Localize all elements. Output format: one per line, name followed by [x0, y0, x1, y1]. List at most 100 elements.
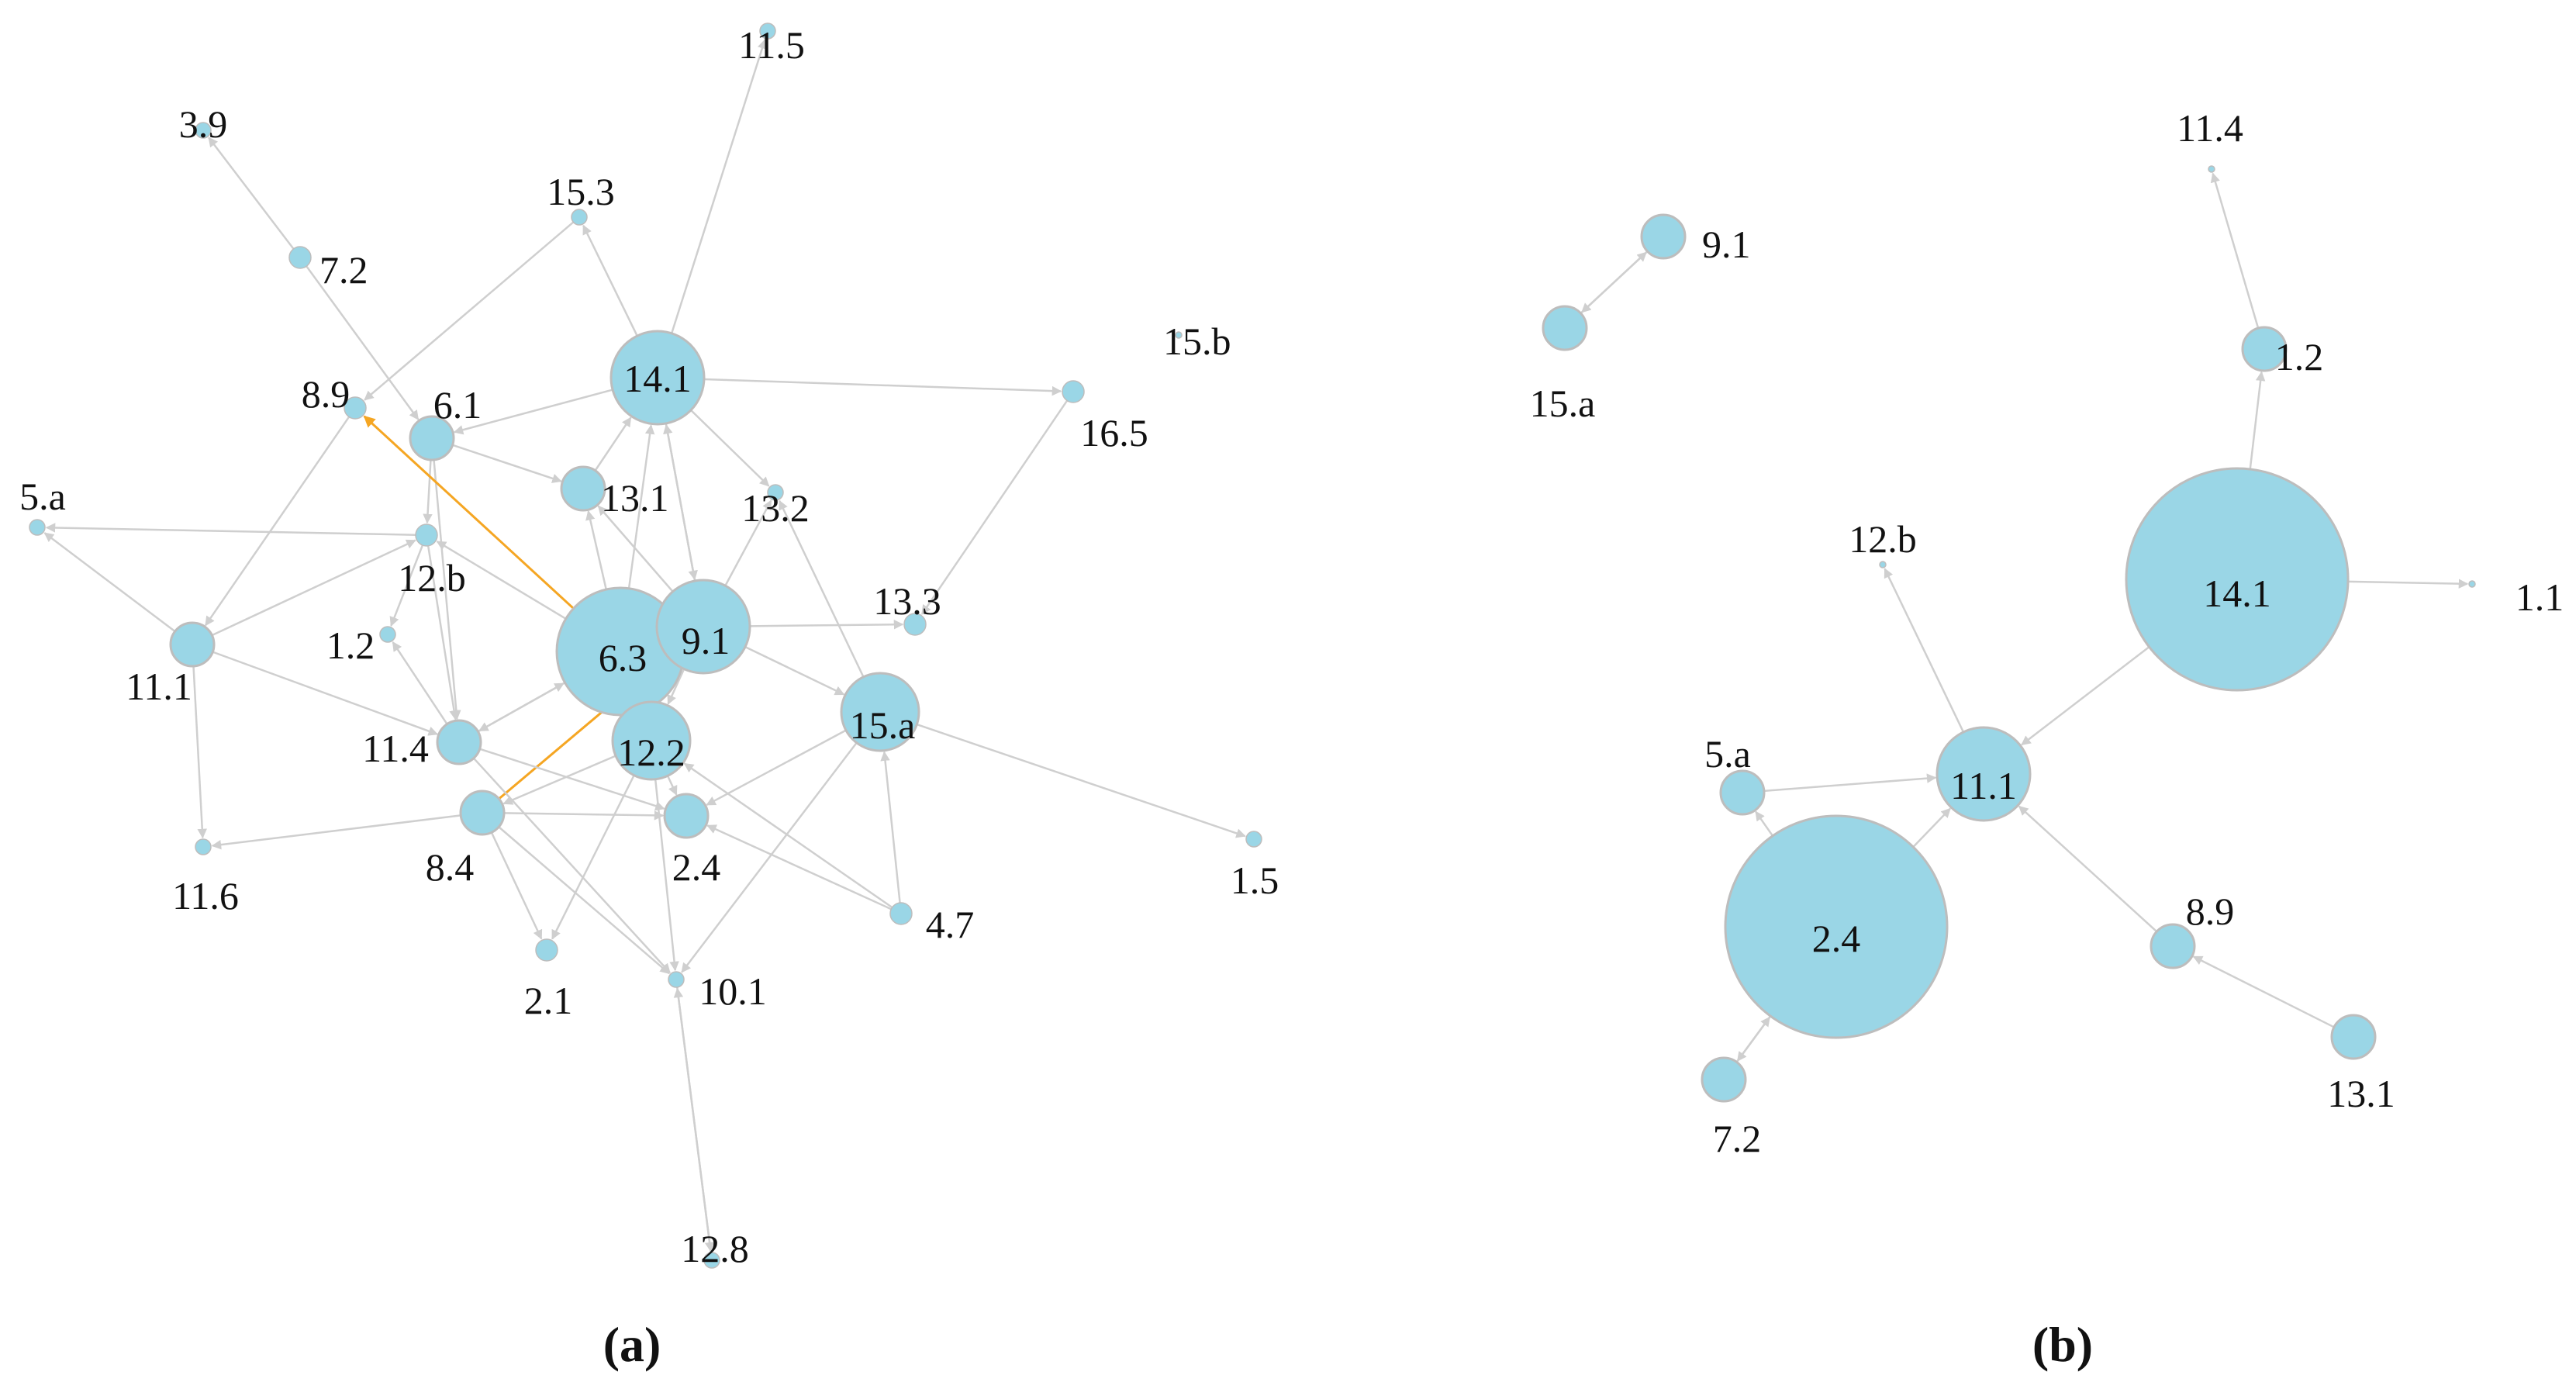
- node-label-b-2.4: 2.4: [1812, 917, 1861, 960]
- edge-a-15.a-to-2.4: [706, 729, 847, 806]
- captions-layer: (a) (b): [603, 1317, 2093, 1372]
- node-label-b-7.2: 7.2: [1713, 1117, 1762, 1160]
- node-label-a-5.a: 5.a: [19, 475, 66, 518]
- edge-a-4.7-to-12.2: [683, 762, 893, 909]
- edge-b-5.a-to-11.1: [1763, 773, 1937, 793]
- edge-a-6.3-to-14.1: [627, 424, 655, 589]
- node-b-8.9: [2150, 923, 2196, 969]
- edge-a-8.4-to-2.4: [503, 810, 665, 821]
- node-a-13.2: [767, 484, 784, 501]
- edge-a-9.1-to-15.a: [744, 645, 845, 696]
- node-a-11.1: [169, 621, 216, 668]
- edge-a-11.1-to-12.b: [211, 539, 416, 637]
- node-a-5.a: [29, 519, 46, 536]
- edge-a-12.2-to-8.4: [502, 755, 616, 805]
- edge-a-11.4-to-1.2: [392, 641, 448, 725]
- edge-b-11.1-to-12.b: [1884, 568, 1965, 733]
- node-a-8.4: [459, 790, 506, 836]
- edge-a-7.2-to-6.1: [306, 265, 420, 420]
- node-label-a-13.1: 13.1: [601, 476, 669, 520]
- node-a-15.b: [1175, 331, 1183, 339]
- node-label-a-6.3: 6.3: [599, 636, 647, 679]
- node-label-b-5.a: 5.a: [1704, 732, 1751, 776]
- node-a-4.7: [889, 902, 913, 925]
- node-label-a-6.1: 6.1: [433, 383, 482, 427]
- edge-a-11.1-to-11.4: [212, 651, 439, 736]
- node-b-2.4: [1724, 814, 1949, 1039]
- node-a-10.1: [668, 971, 685, 988]
- node-b-5.a: [1719, 769, 1766, 816]
- edge-a-8.4-to-11.6: [211, 814, 461, 850]
- node-a-13.1: [560, 465, 606, 512]
- edge-a-8.4-to-2.1: [490, 831, 543, 940]
- node-b-15.a: [1542, 305, 1588, 351]
- edge-a-6.3-to-8.9: [363, 415, 575, 610]
- edge-a-14.1-to-6.1: [453, 389, 613, 435]
- node-label-a-8.9: 8.9: [302, 372, 350, 416]
- nodes-layer: [29, 22, 2476, 1269]
- node-b-11.4: [2208, 165, 2215, 173]
- edge-a-15.a-to-1.5: [916, 723, 1246, 838]
- node-label-a-9.1: 9.1: [682, 619, 730, 662]
- edge-b-14.1-to-11.1: [2021, 646, 2150, 746]
- edges-layer: [43, 39, 2469, 1253]
- edge-a-14.1-to-11.5: [670, 39, 767, 334]
- edge-a-14.1-to-15.3: [582, 224, 638, 337]
- node-label-a-15.b: 15.b: [1163, 320, 1231, 363]
- edge-a-12.b-to-5.a: [45, 523, 416, 536]
- node-a-14.1: [609, 330, 706, 426]
- node-a-15.a: [840, 672, 920, 752]
- node-label-a-12.2: 12.2: [617, 731, 685, 774]
- node-label-a-11.1: 11.1: [126, 665, 192, 708]
- edge-a-9.1-to-13.3: [749, 620, 904, 630]
- edge-a-12.2-to-2.4: [666, 775, 678, 796]
- node-b-7.2: [1701, 1056, 1747, 1103]
- node-a-11.6: [195, 838, 212, 855]
- panel-caption-b: (b): [2032, 1317, 2093, 1372]
- edge-b-2.4-to-11.1: [1912, 807, 1951, 848]
- labels-layer: 3.9 11.5 7.2 15.3 15.b 14.1 8.9 6.1 16.5 5.a 13.1 1…: [19, 23, 2564, 1270]
- node-a-13.3: [903, 613, 927, 636]
- edge-a-9.1-to-13.2: [724, 499, 772, 586]
- node-label-a-13.2: 13.2: [741, 486, 810, 530]
- node-label-b-14.1: 14.1: [2203, 572, 2271, 615]
- node-label-a-12.b: 12.b: [398, 556, 466, 599]
- edge-a-15.a-to-10.1: [681, 742, 858, 973]
- node-b-14.1: [2125, 467, 2350, 692]
- node-label-a-15.a: 15.a: [850, 703, 916, 747]
- node-a-1.5: [1245, 831, 1262, 848]
- node-a-11.5: [759, 22, 776, 40]
- node-label-a-12.8: 12.8: [681, 1227, 749, 1270]
- edge-a-7.2-to-3.9: [208, 136, 295, 250]
- edge-b-8.9-to-11.1: [2018, 805, 2158, 933]
- edge-a-4.7-to-15.a: [880, 751, 901, 904]
- node-label-a-2.4: 2.4: [672, 845, 721, 889]
- edge-b-14.1-to-1.1: [2347, 579, 2469, 589]
- edge-a-15.3-to-8.9: [364, 221, 575, 401]
- node-a-3.9: [195, 122, 212, 139]
- node-label-b-15.a: 15.a: [1530, 382, 1596, 425]
- edge-a-12.b-to-1.2: [389, 544, 424, 627]
- node-b-13.1: [2330, 1014, 2377, 1060]
- edge-a-12.b-to-11.4: [426, 545, 459, 720]
- node-label-b-13.1: 13.1: [2327, 1072, 2395, 1115]
- edge-b-7.2-to-2.4: [1735, 1016, 1771, 1063]
- node-label-a-8.4: 8.4: [426, 845, 475, 889]
- node-a-7.2: [288, 246, 312, 269]
- edge-b-9.1-to-15.a: [1581, 251, 1649, 313]
- edge-a-8.4-to-10.1: [498, 826, 670, 975]
- node-a-9.1: [655, 579, 751, 675]
- node-b-12.b: [1879, 561, 1887, 568]
- node-b-1.1: [2468, 580, 2476, 588]
- edge-a-6.3-to-13.1: [585, 510, 607, 590]
- node-label-a-2.1: 2.1: [524, 979, 573, 1022]
- edge-a-9.1-to-13.1: [597, 505, 674, 593]
- node-a-12.2: [611, 700, 692, 781]
- node-label-a-11.6: 11.6: [172, 874, 239, 917]
- edge-b-1.2-to-11.4: [2210, 172, 2260, 329]
- edge-a-15.a-to-13.2: [779, 499, 865, 678]
- edge-a-6.1-to-12.b: [423, 459, 433, 524]
- node-a-2.4: [663, 793, 710, 839]
